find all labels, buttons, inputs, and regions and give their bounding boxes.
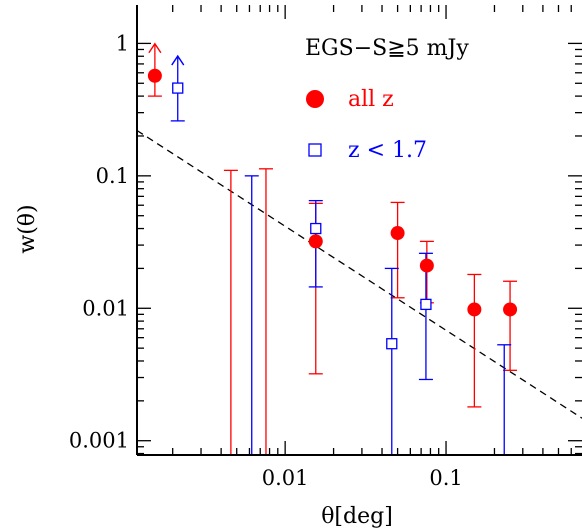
x-tick-label: 0.1 — [429, 466, 462, 490]
y-axis-label: w(θ) — [15, 204, 40, 253]
legend-marker-z-lt — [308, 143, 322, 157]
allz-point-3 — [419, 258, 434, 273]
allz-point-0-arrow-head — [148, 42, 162, 54]
y-tick-label: 1 — [116, 31, 129, 55]
y-tick-label: 0.01 — [82, 296, 129, 320]
zlt-point-0 — [172, 82, 184, 94]
zlt-point-1 — [310, 222, 322, 235]
allz-point-5 — [503, 302, 518, 317]
legend-label-all-z: all z — [348, 87, 394, 112]
fit-line — [137, 129, 582, 419]
allz-point-1 — [308, 234, 323, 249]
chart-annotation: EGS−S≧5 mJy — [305, 36, 469, 61]
allz-point-2 — [390, 226, 405, 241]
zlt-point-0-arrow-head — [171, 54, 185, 66]
axes-layer: 0.001 0.01 0.1 1 0.01 0.1 — [69, 5, 582, 490]
y-tick-label: 0.001 — [69, 429, 129, 453]
markers-layer — [147, 68, 518, 350]
zlt-point-2 — [386, 338, 398, 350]
legend-marker-all-z — [306, 90, 324, 108]
error-bars-layer — [147, 42, 518, 455]
x-tick-label: 0.01 — [262, 466, 309, 490]
zlt-point-3 — [420, 298, 432, 311]
allz-point-0 — [147, 68, 162, 83]
fit-line-layer — [137, 129, 582, 419]
y-tick-label: 0.1 — [96, 164, 129, 188]
allz-point-4 — [467, 302, 482, 317]
legend: all z z < 1.7 — [306, 87, 427, 163]
x-axis-label: θ[deg] — [321, 504, 393, 529]
legend-label-z-lt: z < 1.7 — [348, 138, 427, 163]
